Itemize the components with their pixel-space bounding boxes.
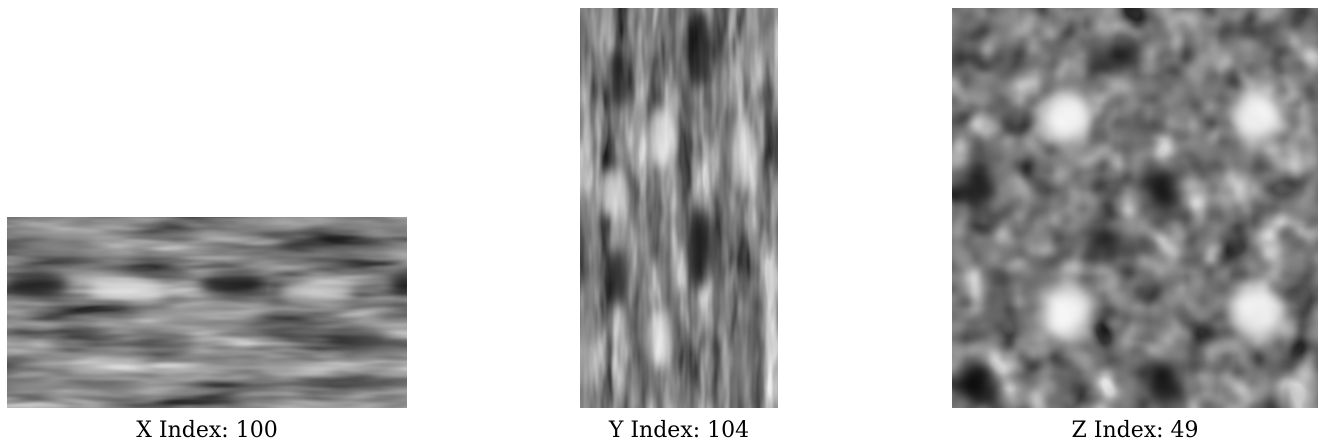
z-slice-texture xyxy=(952,8,1318,408)
x-slice-image xyxy=(7,217,407,408)
y-slice-texture xyxy=(580,8,778,408)
y-slice-image xyxy=(580,8,778,408)
z-slice-image xyxy=(952,8,1318,408)
y-slice-caption: Y Index: 104 xyxy=(608,418,750,443)
x-slice-texture xyxy=(7,217,407,408)
z-slice-caption: Z Index: 49 xyxy=(1071,418,1199,443)
x-slice-caption: X Index: 100 xyxy=(136,418,278,443)
